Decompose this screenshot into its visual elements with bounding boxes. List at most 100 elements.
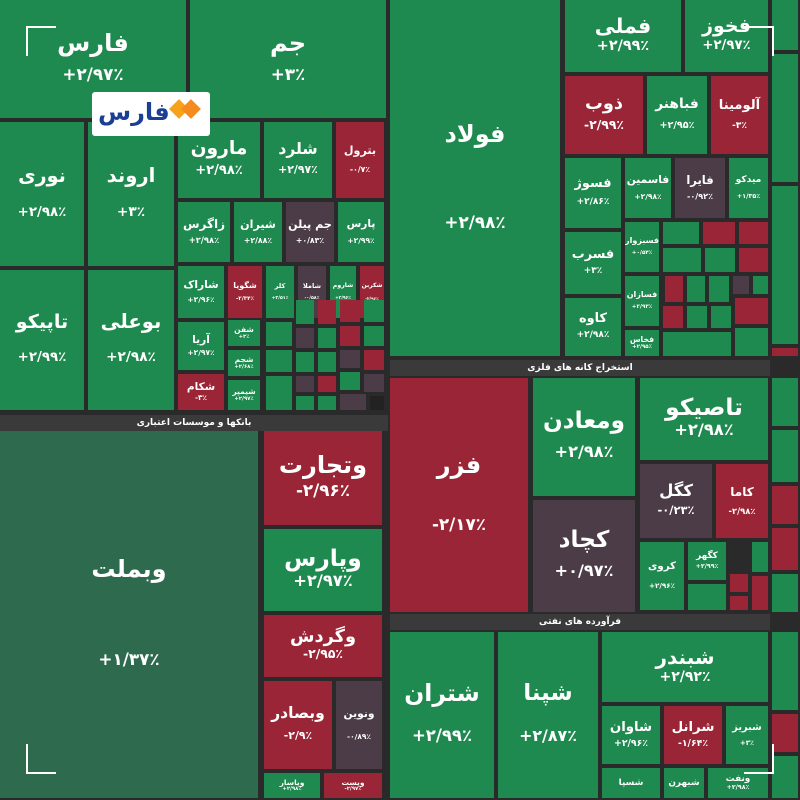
tile [364, 374, 384, 392]
tile [735, 298, 768, 324]
tile [663, 248, 701, 272]
tile-name: کاما [730, 484, 754, 499]
tile: شجم +۲/۶۸٪ [228, 350, 260, 376]
tile-change: +۲/۹۷٪ [234, 396, 254, 403]
tile [752, 542, 768, 572]
tile: شاراک +۲/۹۶٪ [178, 266, 224, 318]
tile-change: +۲/۹۸٪ [444, 211, 506, 232]
tile-name: شکام [186, 381, 216, 394]
tile-change: +۲/۹۸٪ [634, 191, 662, 201]
tile: شاوان +۲/۹۶٪ [602, 706, 660, 764]
tile: شبریز +۳٪ [726, 706, 768, 764]
tile: فملی +۲/۹۹٪ [565, 0, 681, 72]
tile [772, 756, 798, 798]
corner [26, 744, 56, 774]
tile: کروی +۲/۹۶٪ [640, 542, 684, 610]
tile: ونوین -۰/۸۹٪ [336, 681, 382, 769]
tile-name: مارون [190, 138, 248, 160]
tile: شکام -۳٪ [178, 374, 224, 410]
tile [739, 248, 768, 272]
tile-change: +۲/۹۹٪ [347, 235, 375, 245]
tile-change: +۲/۹۲٪ [659, 668, 711, 685]
tile-name: کگهر [696, 550, 718, 561]
tile-change: -۱/۶۴٪ [677, 737, 709, 749]
tile-name: فسازان [626, 289, 658, 299]
tile-name: شیران [240, 217, 276, 231]
tile-change: +۲/۹۸٪ [576, 329, 610, 340]
tile-change: +۲/۹۵٪ [632, 343, 652, 350]
tile-name: فسرب [571, 246, 615, 262]
tile-change: +۲/۹۶٪ [648, 580, 676, 590]
tile-change: +۱/۳۷٪ [98, 649, 160, 670]
tile-name: شلرد [278, 140, 318, 159]
tile-change: +۳٪ [739, 738, 755, 747]
tile [663, 222, 699, 244]
tile-name: تاپیکو [15, 310, 69, 334]
tile-change: +۰/۸۳٪ [295, 235, 325, 245]
tile-change: -۲/۹۶٪ [295, 480, 351, 501]
tile-change: +۲/۹۵٪ [659, 119, 695, 131]
tile-name: شبندر [655, 645, 715, 670]
tile-change: +۲/۹۷٪ [702, 38, 751, 54]
tile [711, 306, 731, 328]
tile-change: +۲/۸۶٪ [576, 197, 610, 208]
tile [266, 350, 292, 372]
tile-name: وپست [341, 777, 365, 787]
tile-name: فسوژ [574, 175, 612, 191]
tile-name: وپاسار [279, 777, 305, 787]
tile: کگل -۰/۲۳٪ [640, 464, 712, 538]
logo: فارس [92, 92, 210, 136]
tile-name: شکربن [361, 281, 383, 289]
tile: شسپا [602, 768, 660, 798]
tile: شپنا +۲/۸۷٪ [498, 632, 598, 798]
logo-text: فارس [98, 98, 170, 126]
tile-change: -۳٪ [194, 392, 208, 402]
tile-name: فباهنر [655, 96, 699, 113]
tile [753, 276, 768, 294]
tile-name: پارس [346, 217, 376, 231]
tile-name: شاروم [332, 281, 354, 289]
tile-change: +۲/۹۹٪ [695, 562, 719, 570]
tile-change: -۲/۳۴٪ [235, 295, 255, 302]
tile-change: +۳٪ [238, 333, 250, 340]
tile-change: +۰/۵۴٪ [631, 250, 653, 257]
tile: فخاس +۲/۹۵٪ [625, 330, 659, 356]
tile [772, 714, 798, 752]
tile [687, 276, 705, 302]
tile-name: کلر [274, 281, 286, 290]
tile [296, 352, 314, 372]
tile-name: ذوب [584, 93, 623, 114]
logo-icon [169, 99, 201, 119]
tile-name: بترول [343, 143, 377, 157]
tile [340, 350, 360, 368]
tile [266, 322, 292, 346]
tile-change: +۲/۶۸٪ [234, 363, 254, 370]
tile-change: +۲/۹۸٪ [106, 349, 156, 366]
tile: تاپیکو +۲/۹۹٪ [0, 270, 84, 410]
tile [340, 326, 360, 346]
tile-change: +۲/۹۸٪ [674, 419, 734, 439]
tile: اروند +۳٪ [88, 122, 174, 266]
tile-name: شفن [234, 325, 254, 335]
tile-change: -۲/۹۵٪ [302, 646, 344, 662]
tile: فایرا -۰/۹۲٪ [675, 158, 725, 218]
tile-change: +۲/۹۷٪ [62, 64, 124, 84]
tile [772, 0, 798, 50]
tile-name: وگردش [289, 626, 357, 647]
tile: شرانل -۱/۶۴٪ [664, 706, 722, 764]
tile [752, 576, 768, 610]
tile-change: +۲/۹۸٪ [17, 204, 67, 220]
tile [370, 396, 384, 410]
tile-change: +۳٪ [583, 266, 603, 277]
tile: فزر -۲/۱۷٪ [390, 378, 528, 612]
tile-name: کچاد [558, 527, 610, 554]
tile [318, 300, 336, 324]
tile-change: -۰/۷٪ [349, 165, 371, 175]
tile-name: فاسمین [626, 173, 670, 187]
tile-name: شجم [234, 355, 254, 365]
tile-change: +۲/۹۶٪ [614, 737, 648, 749]
tile-change: -۳٪ [732, 120, 747, 131]
sector-label: فرآورده های نفتی [390, 614, 770, 630]
tile: کگهر +۲/۹۹٪ [688, 542, 726, 580]
tile: وپارس +۲/۹۷٪ [264, 529, 382, 611]
